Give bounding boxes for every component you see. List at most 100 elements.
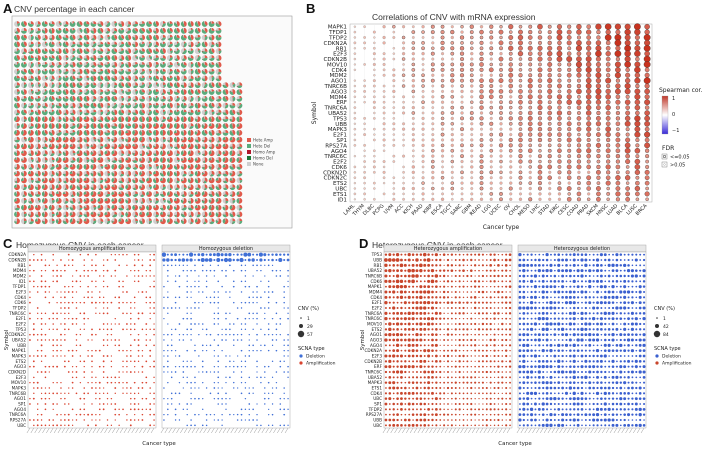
pie-slice xyxy=(204,83,208,89)
pie-slice xyxy=(149,55,152,60)
pie-slice xyxy=(154,21,156,24)
pie-slice xyxy=(195,187,201,191)
pie-slice xyxy=(196,191,198,194)
pie-slice xyxy=(72,71,74,75)
pie-slice xyxy=(195,144,198,147)
pie-slice xyxy=(64,200,66,204)
pie-slice xyxy=(58,197,59,201)
pie-slice xyxy=(107,37,110,41)
pie-slice xyxy=(188,184,194,191)
pie-slice xyxy=(125,91,132,95)
pie-slice xyxy=(180,68,184,72)
pie-slice xyxy=(121,21,125,27)
pie-slice xyxy=(106,163,108,167)
pie-slice xyxy=(208,55,212,60)
pie-slice xyxy=(161,123,163,126)
pie-slice xyxy=(37,41,41,45)
pie-slice xyxy=(28,23,31,24)
pie-slice xyxy=(225,200,227,204)
pie-slice xyxy=(120,164,122,167)
pie-slice xyxy=(187,136,194,143)
pie-slice xyxy=(71,170,73,174)
pie-slice xyxy=(14,30,17,33)
pie-slice xyxy=(182,89,184,92)
pie-slice xyxy=(79,75,83,79)
pie-slice xyxy=(201,109,205,116)
pie-slice xyxy=(77,146,80,149)
pie-slice xyxy=(204,163,208,170)
pie-slice xyxy=(14,63,17,65)
pie-slice xyxy=(141,129,146,136)
pie-slice xyxy=(104,131,108,133)
pie-slice xyxy=(204,75,208,82)
pie-slice xyxy=(194,37,198,38)
pie-slice xyxy=(180,28,185,34)
pie-slice xyxy=(90,76,95,82)
pie-slice xyxy=(56,132,59,135)
pie-slice xyxy=(23,186,27,191)
pie-slice xyxy=(155,89,156,92)
pie-slice xyxy=(166,28,173,34)
pie-slice xyxy=(176,64,180,67)
pie-slice xyxy=(14,197,20,204)
pie-slice xyxy=(215,43,219,48)
pie-slice xyxy=(225,116,229,120)
pie-slice xyxy=(69,109,73,114)
pie-slice xyxy=(69,28,76,34)
pie-slice xyxy=(111,178,115,183)
pie-slice xyxy=(132,143,136,147)
pie-slice xyxy=(218,21,222,27)
pie-slice xyxy=(201,177,205,183)
pie-slice xyxy=(41,110,48,116)
pie-slice xyxy=(167,89,170,92)
pie-slice xyxy=(195,144,198,147)
pie-slice xyxy=(167,61,170,67)
pie-slice xyxy=(139,158,143,160)
pie-slice xyxy=(176,82,180,88)
pie-slice xyxy=(41,116,45,122)
pie-slice xyxy=(166,184,170,191)
pie-slice xyxy=(97,184,101,190)
pie-slice xyxy=(149,187,152,190)
pie-slice xyxy=(149,102,152,106)
pie-slice xyxy=(132,166,136,169)
pie-slice xyxy=(28,218,31,224)
pie-slice xyxy=(160,48,165,55)
pie-slice xyxy=(30,30,31,34)
pie-slice xyxy=(153,104,159,109)
pie-slice xyxy=(93,139,96,142)
pie-slice xyxy=(23,34,24,38)
pie-slice xyxy=(14,49,20,55)
pie-slice xyxy=(236,95,240,100)
pie-slice xyxy=(187,204,191,208)
pie-slice xyxy=(154,123,156,126)
pie-slice xyxy=(147,177,150,181)
corr-dot xyxy=(547,24,552,29)
pie-slice xyxy=(132,48,136,54)
pie-slice xyxy=(236,214,240,216)
pie-slice xyxy=(120,197,122,201)
pie-slice xyxy=(173,197,180,204)
pie-slice xyxy=(203,21,205,24)
pie-slice xyxy=(35,151,38,154)
pie-slice xyxy=(196,58,198,61)
pie-slice xyxy=(29,64,31,68)
pie-slice xyxy=(63,117,66,120)
pie-slice xyxy=(16,211,20,218)
pie-slice xyxy=(196,21,198,24)
pie-slice xyxy=(92,221,94,225)
pie-slice xyxy=(160,207,163,209)
pie-slice xyxy=(148,110,152,116)
pie-slice xyxy=(222,109,226,113)
pie-slice xyxy=(153,49,156,52)
pie-slice xyxy=(216,212,219,215)
pie-slice xyxy=(182,35,184,38)
pie-slice xyxy=(238,191,240,194)
pie-slice xyxy=(149,197,152,201)
pie-slice xyxy=(36,204,38,208)
pie-slice xyxy=(208,194,214,197)
pie-slice xyxy=(196,102,198,106)
pie-slice xyxy=(99,98,101,102)
pie-slice xyxy=(111,44,118,48)
pie-slice xyxy=(113,163,118,170)
